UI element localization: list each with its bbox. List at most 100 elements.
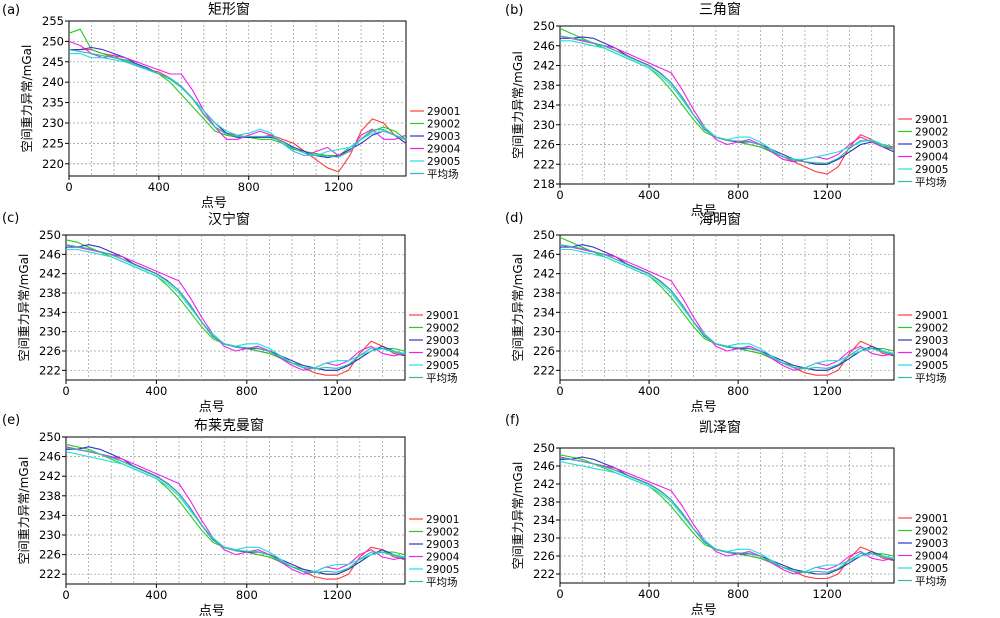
plot-area <box>68 20 407 177</box>
x-tick-label: 800 <box>727 384 749 398</box>
x-axis-label: 点号 <box>201 196 227 211</box>
y-axis-label: 空间重力异常/mGal <box>17 254 31 362</box>
legend-label: 29002 <box>426 323 459 335</box>
legend-label: 29004 <box>426 552 460 564</box>
y-tick-label: 234 <box>39 508 61 522</box>
series-line-29005 <box>66 248 406 369</box>
chart-title: 凯泽窗 <box>699 419 741 436</box>
y-tick-label: 246 <box>39 450 61 464</box>
x-tick-label: 0 <box>62 384 69 398</box>
series-line-29004 <box>559 35 894 163</box>
y-tick-label: 230 <box>39 325 61 339</box>
y-tick-label: 230 <box>42 116 64 130</box>
y-axis-label: 空间重力异常/mGal <box>511 254 525 362</box>
panel-label: (c) <box>2 211 19 226</box>
y-tick-label: 235 <box>42 96 64 110</box>
y-tick-label: 234 <box>533 513 555 527</box>
chart-panel-5: (e) 布莱克曼窗 0 400 800 1200 222 226 230 234 238 242 246… <box>2 413 460 618</box>
y-tick-label: 240 <box>42 75 64 89</box>
series-line-平均场 <box>68 49 407 158</box>
y-tick-label: 250 <box>42 34 64 48</box>
y-tick-label: 226 <box>533 138 555 152</box>
legend-label: 29001 <box>915 114 948 126</box>
legend-label: 29003 <box>426 539 459 551</box>
legend-label: 29002 <box>427 119 460 131</box>
x-tick-label: 800 <box>236 588 258 602</box>
panel-label: (a) <box>2 3 20 18</box>
y-tick-label: 246 <box>533 39 555 53</box>
y-tick-label: 245 <box>42 55 64 69</box>
chart-panel-4: (d) 海明窗 0 400 800 1200 222 226 230 234 238 242 246 25… <box>505 211 949 415</box>
x-tick-label: 1200 <box>813 188 842 202</box>
series-line-29005 <box>65 451 406 573</box>
y-tick-label: 220 <box>42 157 64 171</box>
series-line-平均场 <box>559 244 895 370</box>
y-tick-label: 226 <box>39 548 61 562</box>
gridlines <box>69 21 406 176</box>
x-tick-label: 1200 <box>323 588 352 602</box>
y-tick-label: 250 <box>39 228 61 242</box>
y-tick-label: 226 <box>39 344 61 358</box>
y-tick-label: 242 <box>39 469 61 483</box>
legend-label: 29001 <box>426 514 459 526</box>
chart-title: 海明窗 <box>699 211 741 228</box>
y-tick-label: 238 <box>533 286 555 300</box>
legend-label: 平均场 <box>915 372 947 385</box>
legend-label: 29004 <box>426 348 460 360</box>
y-tick-label: 242 <box>533 267 555 281</box>
legend-label: 29003 <box>427 131 460 143</box>
x-tick-label: 0 <box>556 587 563 601</box>
y-tick-label: 242 <box>39 267 61 281</box>
x-tick-label: 1200 <box>323 384 352 398</box>
y-tick-label: 255 <box>42 14 64 28</box>
legend-label: 平均场 <box>426 576 458 589</box>
panel-label: (d) <box>505 211 523 226</box>
y-tick-label: 234 <box>533 98 555 112</box>
legend-label: 29001 <box>915 513 948 525</box>
y-tick-label: 230 <box>533 118 555 132</box>
series-line-平均场 <box>65 244 406 370</box>
legend-label: 29003 <box>915 139 948 151</box>
y-tick-label: 226 <box>533 549 555 563</box>
panel-label: (b) <box>505 3 523 18</box>
gridlines <box>66 437 405 584</box>
x-tick-label: 800 <box>727 188 749 202</box>
y-tick-label: 230 <box>533 325 555 339</box>
x-tick-label: 1200 <box>813 384 842 398</box>
legend-label: 29004 <box>915 348 949 360</box>
y-tick-label: 225 <box>42 136 64 150</box>
x-tick-label: 800 <box>236 384 258 398</box>
legend-label: 29002 <box>915 526 948 538</box>
series-line-29005 <box>69 53 407 157</box>
chart-title: 布莱克曼窗 <box>194 417 264 434</box>
legend-label: 29005 <box>426 564 459 576</box>
legend-label: 29001 <box>427 106 460 118</box>
y-axis-label: 空间重力异常/mGal <box>20 45 34 153</box>
series-line-29005 <box>560 248 895 369</box>
legend-label: 29005 <box>915 164 948 176</box>
x-tick-label: 0 <box>62 588 69 602</box>
x-tick-label: 0 <box>556 188 563 202</box>
gridlines <box>66 235 405 380</box>
y-tick-label: 226 <box>533 344 555 358</box>
y-tick-label: 246 <box>533 247 555 261</box>
chart-title: 矩形窗 <box>208 1 250 18</box>
y-tick-label: 230 <box>39 528 61 542</box>
series-line-29005 <box>559 460 895 573</box>
x-axis-label: 点号 <box>691 400 717 415</box>
x-tick-label: 400 <box>148 180 170 194</box>
y-tick-label: 250 <box>39 430 61 444</box>
y-tick-label: 234 <box>533 305 555 319</box>
x-tick-label: 400 <box>145 588 167 602</box>
legend-label: 平均场 <box>915 575 947 588</box>
y-tick-label: 250 <box>533 228 555 242</box>
y-tick-label: 218 <box>533 177 555 191</box>
x-tick-label: 800 <box>727 587 749 601</box>
legend-label: 29005 <box>427 156 460 168</box>
